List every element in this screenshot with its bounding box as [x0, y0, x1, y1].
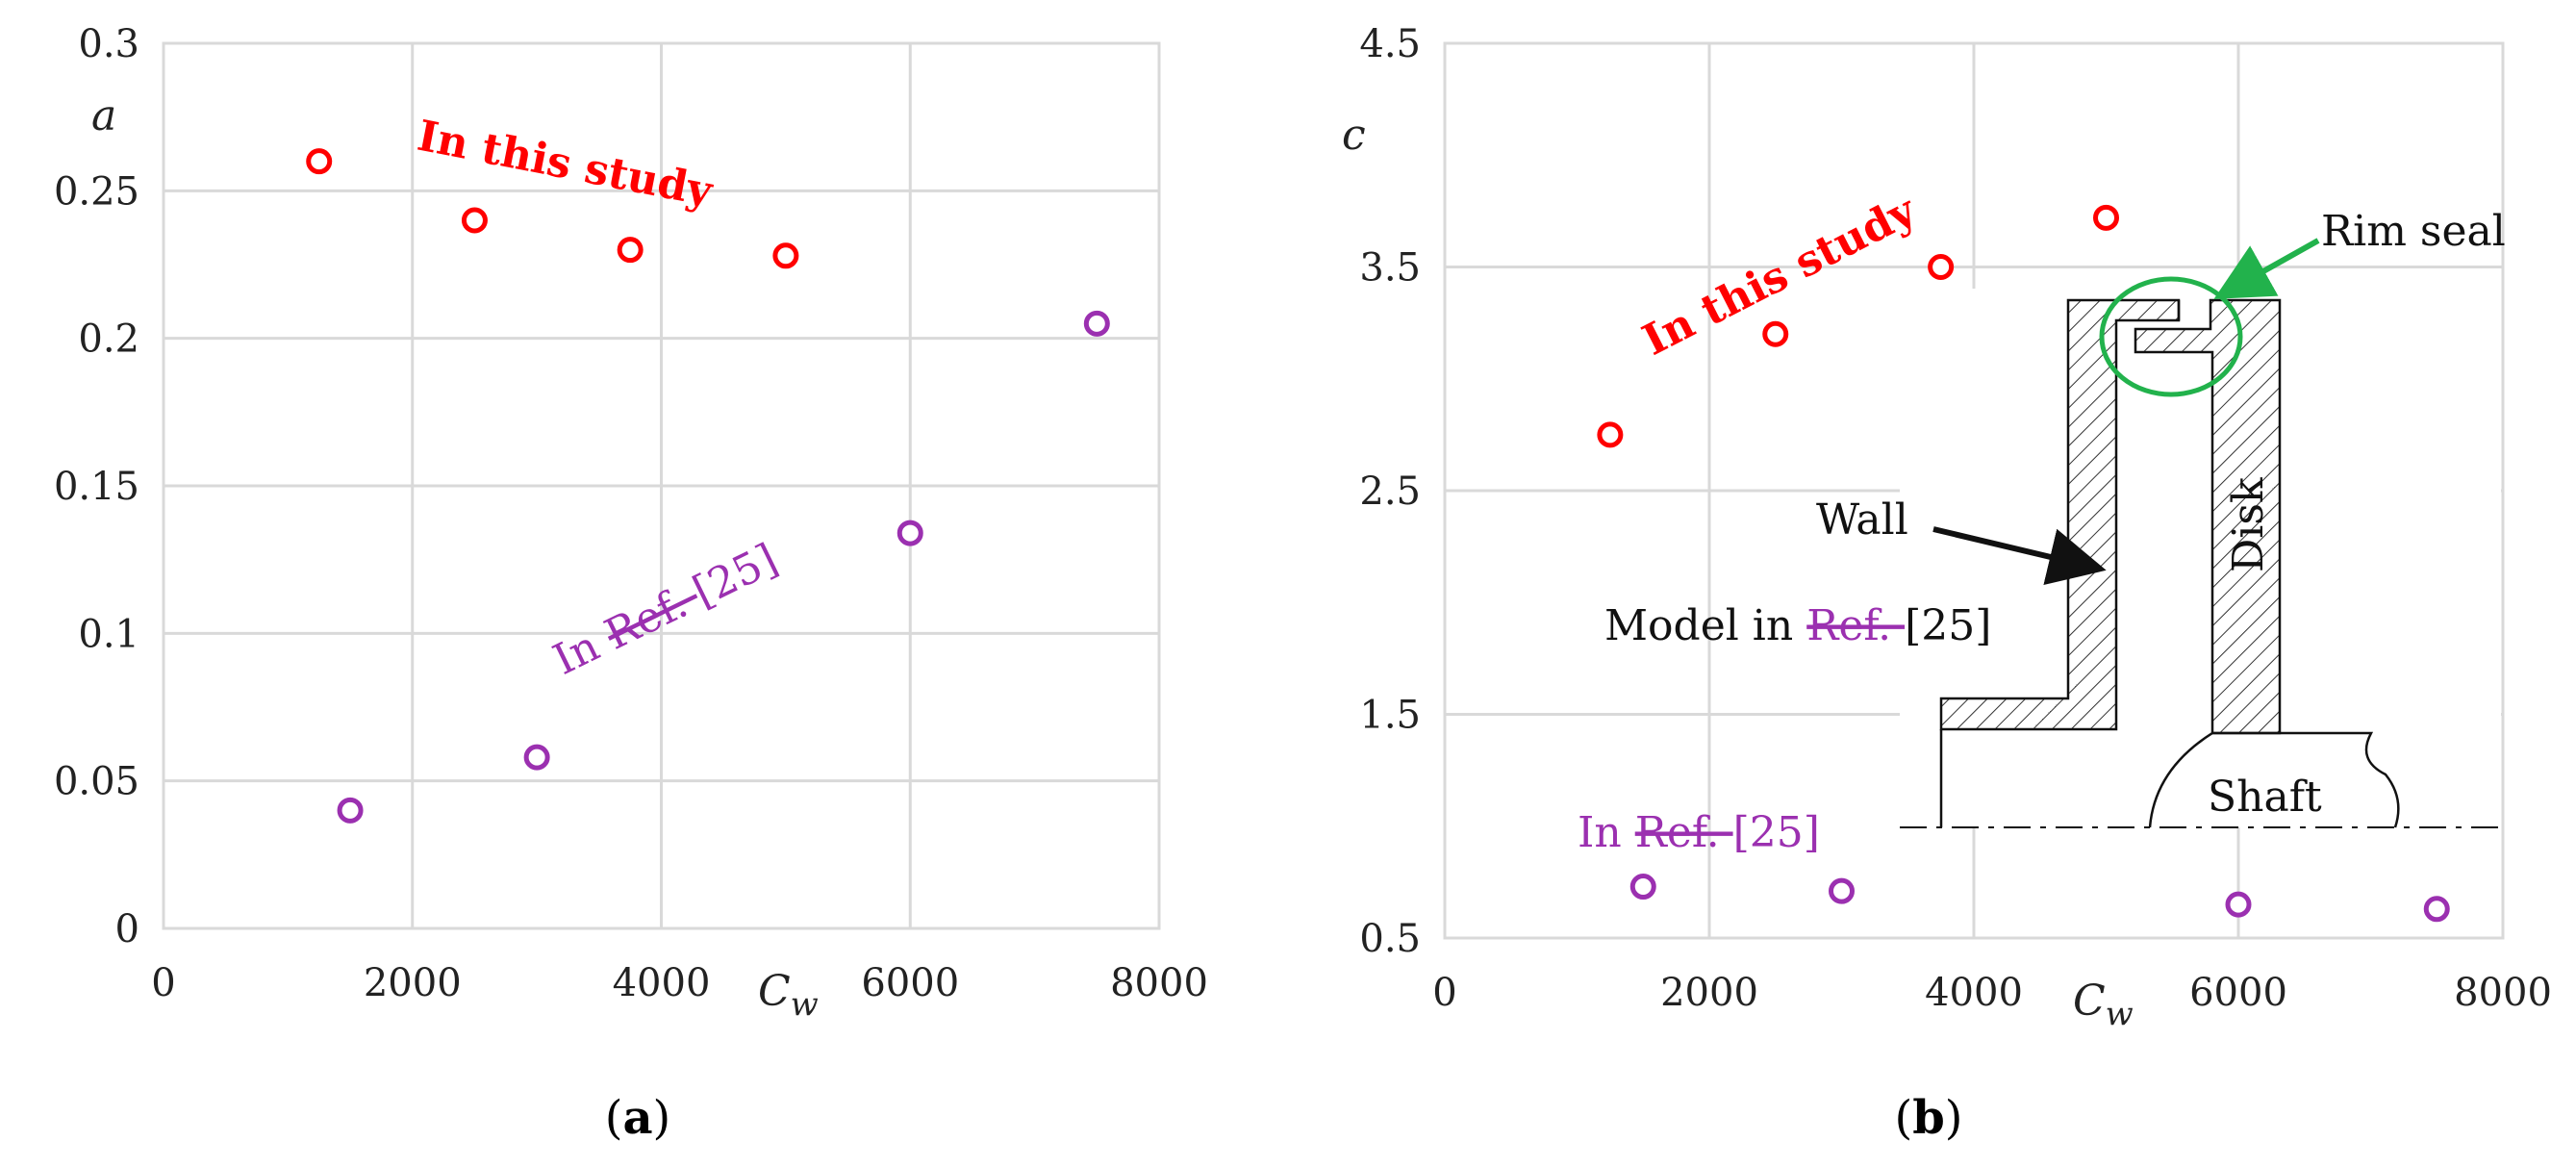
rim-seal-diagram: Wall Disk Shaft Rim seal Model in Ref. [… — [1604, 207, 2506, 828]
data-point-a-s1-0 — [337, 797, 364, 824]
series-label-ref-b-prefix: In — [1578, 808, 1635, 857]
plot-area-a — [162, 41, 1161, 930]
panel-caption-b-letter: b — [1912, 1091, 1945, 1145]
disk-shape — [2134, 298, 2282, 735]
model-label-suffix: [25] — [1905, 601, 1991, 650]
model-label-prefix: Model in — [1604, 601, 1806, 650]
chart-panel-b: 0.5 1.5 2.5 3.5 4.5 0 2000 4000 6000 8000 Wall D… — [1342, 22, 2552, 1145]
rim-seal-arrow — [2213, 238, 2320, 299]
x-axis-label-a-main: C — [758, 967, 791, 1016]
model-label: Model in Ref. [25] — [1604, 601, 1991, 650]
data-point-a-s1-2 — [897, 520, 923, 546]
y-tick-label-b-1: 1.5 — [1359, 694, 1421, 738]
diagram-background — [1900, 289, 2501, 827]
panel-caption-b: (b) — [1894, 1091, 1962, 1145]
series-label-ref-a: In Ref. [25] — [545, 535, 785, 685]
y-tick-label-a-1: 0.05 — [54, 760, 139, 804]
y-tick-label-b-0: 0.5 — [1359, 917, 1421, 961]
x-tick-label-b-4: 8000 — [2454, 971, 2552, 1015]
y-tick-label-a-3: 0.15 — [54, 465, 139, 509]
x-tick-label-a-0: 0 — [151, 961, 175, 1005]
data-point-a-s0-2 — [617, 237, 644, 264]
rim-seal-label: Rim seal — [2321, 207, 2506, 256]
shaft-label: Shaft — [2208, 773, 2322, 822]
series-label-ref-b: In Ref. [25] — [1578, 808, 1820, 857]
panel-caption-a-close: ) — [653, 1091, 671, 1145]
y-tick-label-b-4: 4.5 — [1359, 22, 1421, 66]
data-point-b-s0-2 — [1928, 254, 1955, 280]
y-tick-label-a-0: 0 — [115, 907, 139, 951]
y-tick-label-a-4: 0.2 — [78, 317, 139, 362]
x-axis-label-b-main: C — [2073, 977, 2106, 1026]
x-axis-label-b-sub: w — [2106, 995, 2134, 1033]
data-point-b-s1-2 — [2225, 891, 2252, 918]
x-ticks-b: 0 2000 4000 6000 8000 — [1432, 971, 2552, 1015]
data-point-a-s1-1 — [523, 744, 550, 771]
x-tick-label-a-4: 8000 — [1110, 961, 1208, 1005]
series-label-ref-a-suffix: [25] — [686, 535, 786, 617]
rim-seal-ellipse — [2099, 276, 2243, 397]
x-tick-label-b-1: 2000 — [1660, 971, 1758, 1015]
wall-arrow — [1932, 526, 2107, 586]
x-tick-label-b-2: 4000 — [1925, 971, 2023, 1015]
data-point-b-s0-0 — [1597, 421, 1624, 448]
chart-panel-a: 0 0.05 0.1 0.15 0.2 0.25 0.3 0 2000 4000 6000 8000… — [54, 22, 1208, 1145]
y-axis-label-b: c — [1342, 111, 1366, 160]
y-ticks-b: 0.5 1.5 2.5 3.5 4.5 — [1359, 22, 1421, 961]
model-label-struck: Ref. — [1806, 601, 1905, 650]
data-point-a-s0-1 — [461, 207, 488, 234]
shaft-shape — [2148, 731, 2400, 828]
panel-caption-b-open: ( — [1894, 1091, 1912, 1145]
y-tick-label-b-2: 2.5 — [1359, 469, 1421, 514]
panel-caption-a: (a) — [605, 1091, 671, 1145]
series-label-ref-b-suffix: [25] — [1733, 808, 1820, 857]
x-tick-label-a-2: 4000 — [613, 961, 711, 1005]
plot-area-b — [1443, 41, 2505, 940]
x-ticks-a: 0 2000 4000 6000 8000 — [151, 961, 1208, 1005]
x-tick-label-b-3: 6000 — [2189, 971, 2287, 1015]
data-point-a-s0-0 — [306, 148, 333, 175]
y-tick-label-a-5: 0.25 — [54, 169, 139, 214]
data-point-a-s0-3 — [772, 242, 799, 269]
y-ticks-a: 0 0.05 0.1 0.15 0.2 0.25 0.3 — [54, 22, 139, 951]
y-tick-label-a-2: 0.1 — [78, 612, 139, 656]
x-axis-label-b: Cw — [2073, 977, 2134, 1033]
x-tick-label-b-0: 0 — [1432, 971, 1456, 1015]
y-tick-label-b-3: 3.5 — [1359, 246, 1421, 291]
series-label-ref-b-struck: Ref. — [1635, 808, 1733, 857]
series-label-study-a: In this study — [414, 112, 718, 217]
data-point-b-s1-0 — [1629, 874, 1656, 901]
wall-label: Wall — [1816, 495, 1908, 545]
x-axis-label-a-sub: w — [791, 985, 819, 1024]
panel-caption-b-close: ) — [1945, 1091, 1963, 1145]
x-axis-label-a: Cw — [758, 967, 819, 1024]
series-label-ref-a-struck: Ref. — [597, 572, 707, 659]
data-point-b-s0-3 — [2093, 204, 2119, 231]
panel-caption-a-letter: a — [622, 1091, 652, 1145]
points-b — [1597, 204, 2450, 923]
y-tick-label-a-6: 0.3 — [78, 22, 139, 66]
x-tick-label-a-1: 2000 — [364, 961, 462, 1005]
data-point-b-s0-1 — [1762, 320, 1789, 347]
data-point-b-s1-3 — [2423, 896, 2450, 923]
data-point-b-s1-1 — [1829, 877, 1855, 904]
y-axis-label-a: a — [91, 91, 116, 140]
points-a — [306, 148, 1110, 824]
x-tick-label-a-3: 6000 — [861, 961, 959, 1005]
panel-caption-a-open: ( — [605, 1091, 623, 1145]
disk-label: Disk — [2224, 477, 2273, 572]
data-point-a-s1-3 — [1083, 310, 1110, 337]
